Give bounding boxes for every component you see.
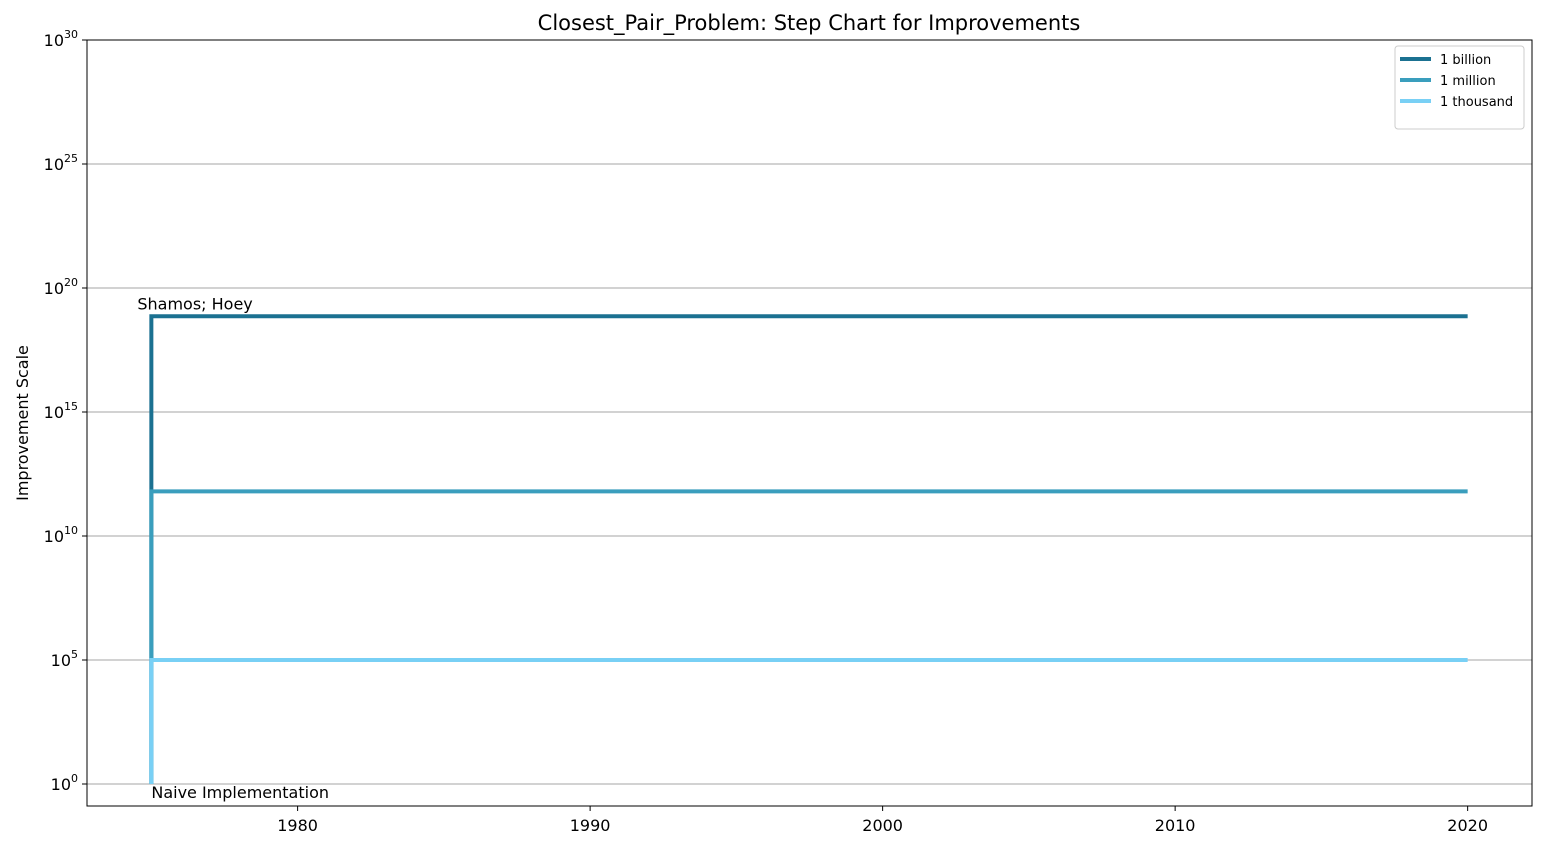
y-tick-label: 1020 <box>44 276 78 298</box>
x-tick-label: 2000 <box>862 816 903 835</box>
y-tick-base: 10 <box>44 31 64 50</box>
y-tick-label: 1015 <box>44 400 78 422</box>
legend-label: 1 thousand <box>1440 95 1513 110</box>
annotation-label: Shamos; Hoey <box>137 294 252 313</box>
y-tick-exponent: 15 <box>64 400 78 413</box>
y-tick-exponent: 25 <box>64 152 78 165</box>
x-tick-label: 1990 <box>570 816 611 835</box>
x-tick-label: 2020 <box>1447 816 1488 835</box>
y-tick-base: 10 <box>51 775 71 794</box>
y-tick-exponent: 20 <box>64 276 78 289</box>
y-tick-label: 1025 <box>44 152 78 174</box>
y-tick-exponent: 10 <box>64 524 78 537</box>
y-tick-base: 10 <box>44 527 64 546</box>
plot-frame <box>86 39 1533 807</box>
series-line-2 <box>149 658 1468 784</box>
annotations: Shamos; Hoey Naive Implementation <box>137 294 329 802</box>
y-tick-exponent: 5 <box>71 648 78 661</box>
y-tick-exponent: 0 <box>71 772 78 785</box>
legend-label: 1 million <box>1440 74 1496 89</box>
y-tick-base: 10 <box>44 155 64 174</box>
y-tick-base: 10 <box>44 279 64 298</box>
x-tick-label: 1980 <box>277 816 318 835</box>
y-tick-label: 105 <box>51 648 78 670</box>
y-tick-base: 10 <box>44 403 64 422</box>
y-tick-label: 100 <box>51 772 78 794</box>
y-tick-exponent: 30 <box>64 28 78 41</box>
x-tick-label: 2010 <box>1155 816 1196 835</box>
y-tick-base: 10 <box>51 651 71 670</box>
chart-title: Closest_Pair_Problem: Step Chart for Imp… <box>538 11 1081 36</box>
legend: 1 billion 1 million 1 thousand <box>1394 45 1525 130</box>
series-layer <box>149 314 1468 784</box>
legend-box <box>1394 45 1525 130</box>
annotation-label: Naive Implementation <box>151 783 329 802</box>
y-tick-label: 1010 <box>44 524 78 546</box>
y-tick-label: 1030 <box>44 28 78 50</box>
legend-label: 1 billion <box>1440 53 1491 68</box>
y-axis-label: Improvement Scale <box>13 345 32 501</box>
